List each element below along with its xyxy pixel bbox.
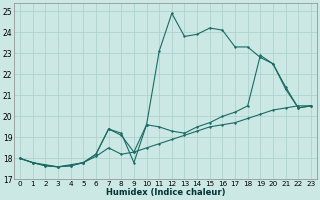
X-axis label: Humidex (Indice chaleur): Humidex (Indice chaleur) — [106, 188, 225, 197]
